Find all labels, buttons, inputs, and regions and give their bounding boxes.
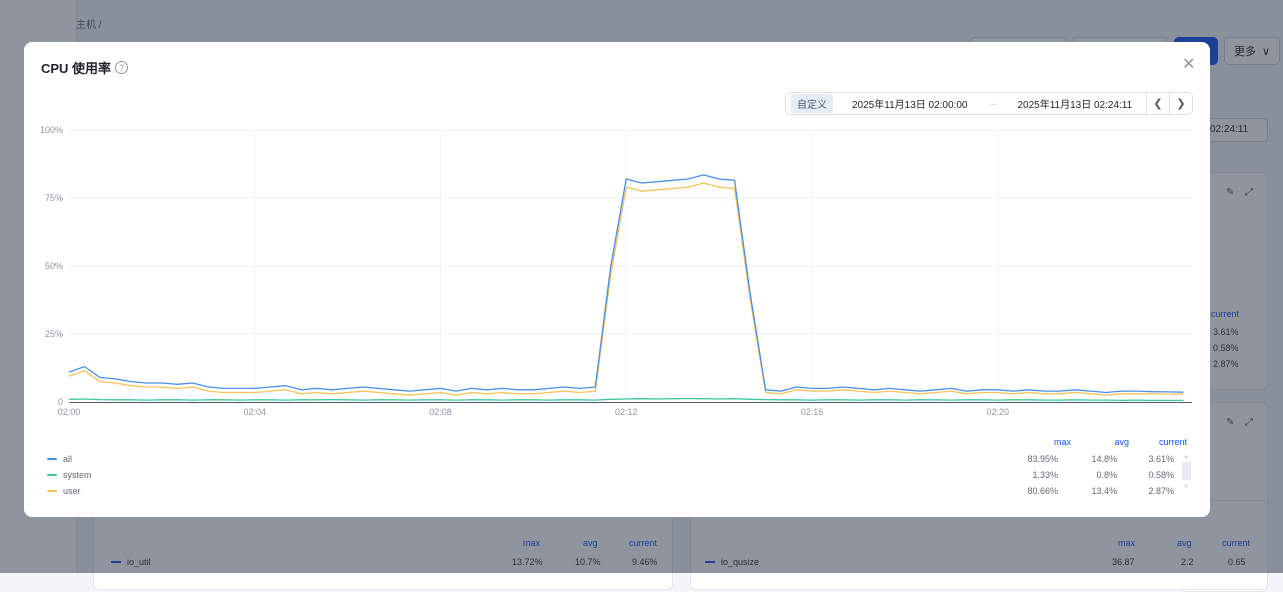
series-swatch bbox=[47, 458, 57, 460]
y-tick-label: 25% bbox=[45, 329, 63, 339]
range-end[interactable]: 2025年11月13日 02:24:11 bbox=[1017, 100, 1133, 111]
scroll-up-icon[interactable]: ▲ bbox=[1183, 454, 1189, 460]
y-tick-label: 75% bbox=[45, 193, 63, 203]
legend-current: 3.61% bbox=[1148, 454, 1174, 464]
legend-max: 1.33% bbox=[1032, 470, 1058, 480]
scroll-thumb[interactable] bbox=[1182, 462, 1191, 480]
x-tick-label: 02:04 bbox=[243, 407, 266, 417]
legend-scrollbar[interactable]: ▲ ▼ bbox=[1181, 454, 1191, 504]
y-tick-label: 0 bbox=[58, 397, 63, 407]
legend-item-all[interactable]: all bbox=[47, 454, 72, 464]
series-line-user bbox=[68, 182, 1184, 396]
x-tick-label: 02:08 bbox=[429, 407, 452, 417]
legend-max: 80.66% bbox=[1027, 486, 1058, 496]
legend-avg: 0.8% bbox=[1096, 470, 1117, 480]
legend-series-name: system bbox=[63, 470, 92, 480]
y-tick-label: 50% bbox=[45, 261, 63, 271]
y-tick-label: 100% bbox=[40, 125, 63, 135]
series-swatch bbox=[47, 490, 57, 492]
legend-avg: 14.8% bbox=[1091, 454, 1117, 464]
range-mode-tag[interactable]: 自定义 bbox=[791, 94, 833, 113]
chevron-right-icon[interactable]: ❯ bbox=[1169, 93, 1192, 114]
x-tick-label: 02:20 bbox=[986, 407, 1009, 417]
legend-max: 83.95% bbox=[1027, 454, 1058, 464]
question-circle-icon[interactable]: ? bbox=[115, 61, 129, 74]
legend-header-current: current bbox=[1158, 437, 1187, 447]
legend-current: 2.87% bbox=[1148, 486, 1174, 496]
cpu-usage-modal: CPU 使用率 ? ✕ 自定义 2025年11月13日 02:00:00 → 2… bbox=[24, 42, 1210, 517]
legend-avg: 13.4% bbox=[1091, 486, 1117, 496]
scroll-down-icon[interactable]: ▼ bbox=[1183, 484, 1189, 490]
modal-title: CPU 使用率 ? bbox=[41, 58, 129, 77]
title-text: CPU 使用率 bbox=[41, 61, 112, 76]
close-icon[interactable]: ✕ bbox=[1182, 56, 1196, 73]
range-start[interactable]: 2025年11月13日 02:00:00 bbox=[852, 100, 968, 111]
chevron-left-icon[interactable]: ❮ bbox=[1146, 93, 1169, 114]
x-tick-label: 02:12 bbox=[615, 407, 638, 417]
series-line-all bbox=[68, 174, 1184, 394]
legend-item-system[interactable]: system bbox=[47, 470, 92, 480]
legend-header-avg: avg bbox=[1114, 437, 1129, 447]
x-tick-label: 02:16 bbox=[801, 407, 824, 417]
series-swatch bbox=[47, 474, 57, 476]
time-range-picker[interactable]: 自定义 2025年11月13日 02:00:00 → 2025年11月13日 0… bbox=[785, 92, 1193, 115]
legend-series-name: user bbox=[63, 486, 81, 496]
legend-series-name: all bbox=[63, 454, 73, 464]
range-separator: → bbox=[987, 98, 998, 109]
legend-current: 0.58% bbox=[1148, 470, 1174, 480]
x-tick-label: 02:00 bbox=[58, 407, 81, 417]
series-line-system bbox=[68, 397, 1184, 402]
cpu-usage-chart: 0 25% 50% 75% 100% 02:00 02:04 02:08 02:12 02:16 0… bbox=[40, 125, 1192, 417]
legend-item-user[interactable]: user bbox=[47, 486, 81, 496]
legend-header-max: max bbox=[1053, 437, 1071, 447]
